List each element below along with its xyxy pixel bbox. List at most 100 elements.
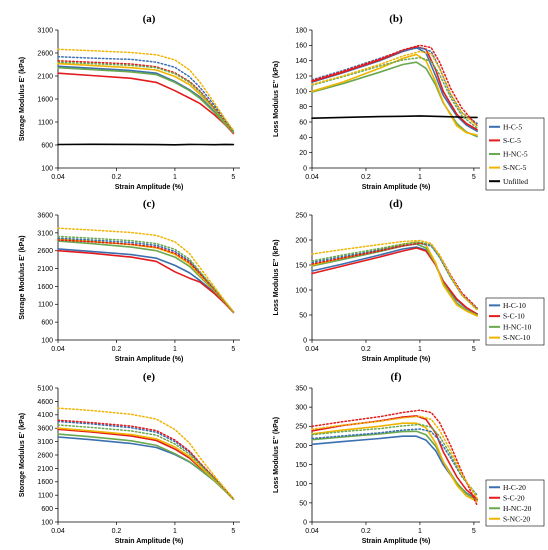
x-tick-label: 1 [173,528,177,535]
y-axis-label: Storage Modulus E' (kPa) [19,413,26,497]
series-line-h-nc-20 [311,430,478,502]
panel-title: (f) [391,371,402,383]
y-tick-label: 1100 [38,493,53,500]
panel-c: 100 600 1100 1600 2100 2600 3100 3600 0.04 0.2 1 5 S… [19,198,240,363]
x-axis-label: Strain Amplitude (%) [362,356,431,363]
legend-label: H-NC-10 [503,322,532,331]
y-tick-label: 1600 [37,284,53,291]
series-line-h-c-20 [57,436,235,501]
series-line-s-nc-10-dotted [57,227,235,313]
panel-title: (a) [143,13,156,25]
series-line-s-c-5-dotted [57,60,235,133]
y-tick-label: 0 [303,519,307,526]
y-tick-label: 350 [295,385,307,392]
y-tick-label: 3100 [37,439,53,446]
y-tick-label: 250 [295,212,307,219]
y-tick-label: 3600 [37,212,53,219]
y-tick-label: 200 [295,443,307,450]
x-tick-label: 0.04 [305,346,319,353]
x-tick-label: 5 [231,528,235,535]
y-tick-label: 100 [41,165,53,172]
x-tick-label: 5 [472,346,476,353]
y-tick-label: 180 [295,27,307,34]
x-tick-label: 5 [472,174,476,181]
x-tick-label: 0.04 [51,346,65,353]
y-tick-label: 100 [295,287,307,294]
panel-title: (c) [143,198,156,210]
y-tick-label: 300 [295,405,307,412]
y-tick-label: 0 [303,165,307,172]
series-line-s-c-20-dotted [311,409,478,506]
series-line-h-nc-5 [57,66,235,134]
panel-b: 0 20 40 60 80 100 120 140 160 180 0.04 0.2 1 5 Strain … [273,13,545,191]
panel-title: (b) [389,13,403,25]
y-tick-label: 150 [295,462,307,469]
panel-e: 1006001100160021002600310036004100460051… [19,371,240,545]
series-line-s-nc-20 [311,422,478,503]
y-tick-label: 40 [299,135,307,142]
y-tick-label: 120 [295,73,307,80]
series-line-h-nc-5-dotted [57,61,235,133]
series-line-s-c-10-dotted [57,239,235,313]
x-tick-label: 0.2 [361,528,371,535]
x-tick-label: 0.2 [112,528,122,535]
x-axis-label: Strain Amplitude (%) [115,356,184,363]
series-line-h-nc-20-dotted [57,424,235,500]
series-line-s-c-10 [311,247,478,315]
x-tick-label: 0.04 [51,174,65,181]
x-tick-label: 5 [231,174,235,181]
series-line-h-c-20-dotted [311,428,478,496]
legend-label: S-NC-5 [503,163,527,172]
x-tick-label: 5 [231,346,235,353]
x-tick-label: 0.04 [305,528,319,535]
y-tick-label: 600 [41,142,53,149]
series-line-s-c-5 [57,72,235,135]
y-tick-label: 2100 [37,73,53,80]
y-tick-label: 200 [295,237,307,244]
y-tick-label: 1100 [38,119,53,126]
legend-label: Unfilled [503,177,528,186]
legend-label: H-NC-20 [503,504,532,513]
y-tick-label: 1600 [37,479,53,486]
legend-label: S-C-5 [503,136,521,145]
x-tick-label: 0.2 [361,346,371,353]
series-line-unfilled [311,115,478,119]
series-line-s-nc-5-dotted [311,50,478,127]
x-tick-label: 1 [418,174,422,181]
y-tick-label: 100 [41,519,53,526]
legend-label: S-NC-10 [503,333,530,342]
y-tick-label: 80 [299,104,307,111]
x-tick-label: 5 [472,528,476,535]
y-tick-label: 1100 [38,302,53,309]
series-line-s-nc-20-dotted [311,415,478,500]
legend: H-C-10 S-C-10H-NC-10 S-NC-10 [485,297,545,346]
y-tick-label: 2600 [37,50,53,57]
y-axis-label: Storage Modulus E' (kPa) [19,235,26,319]
legend-label: S-C-20 [503,493,525,502]
legend: H-C-5 S-C-5 H-NC-5 S-NC-5 Unfilled [485,117,545,191]
x-tick-label: 0.2 [361,174,371,181]
panel-a: 100 600 1100 1600 2100 2600 3100 0.04 0.2 1 5 Strai… [19,13,240,191]
y-tick-label: 4600 [37,399,53,406]
panel-title: (d) [389,198,403,210]
y-tick-label: 50 [299,312,307,319]
y-tick-label: 2600 [37,452,53,459]
x-tick-label: 0.2 [112,174,122,181]
y-tick-label: 100 [295,89,307,96]
y-tick-label: 600 [41,320,53,327]
y-tick-label: 3600 [37,426,53,433]
y-tick-label: 140 [295,58,307,65]
y-tick-label: 4100 [37,412,53,419]
series-line-s-nc-5 [311,53,478,136]
legend-label: H-NC-5 [503,150,528,159]
y-tick-label: 100 [41,337,53,344]
y-axis-label: Storage Modulus E' (kPa) [19,57,26,141]
x-tick-label: 1 [173,174,177,181]
y-tick-label: 0 [303,337,307,344]
x-tick-label: 0.04 [51,528,65,535]
y-tick-label: 250 [295,424,307,431]
y-tick-label: 1600 [37,96,53,103]
y-tick-label: 60 [299,119,307,126]
series-line-s-c-5-dotted [311,44,478,127]
